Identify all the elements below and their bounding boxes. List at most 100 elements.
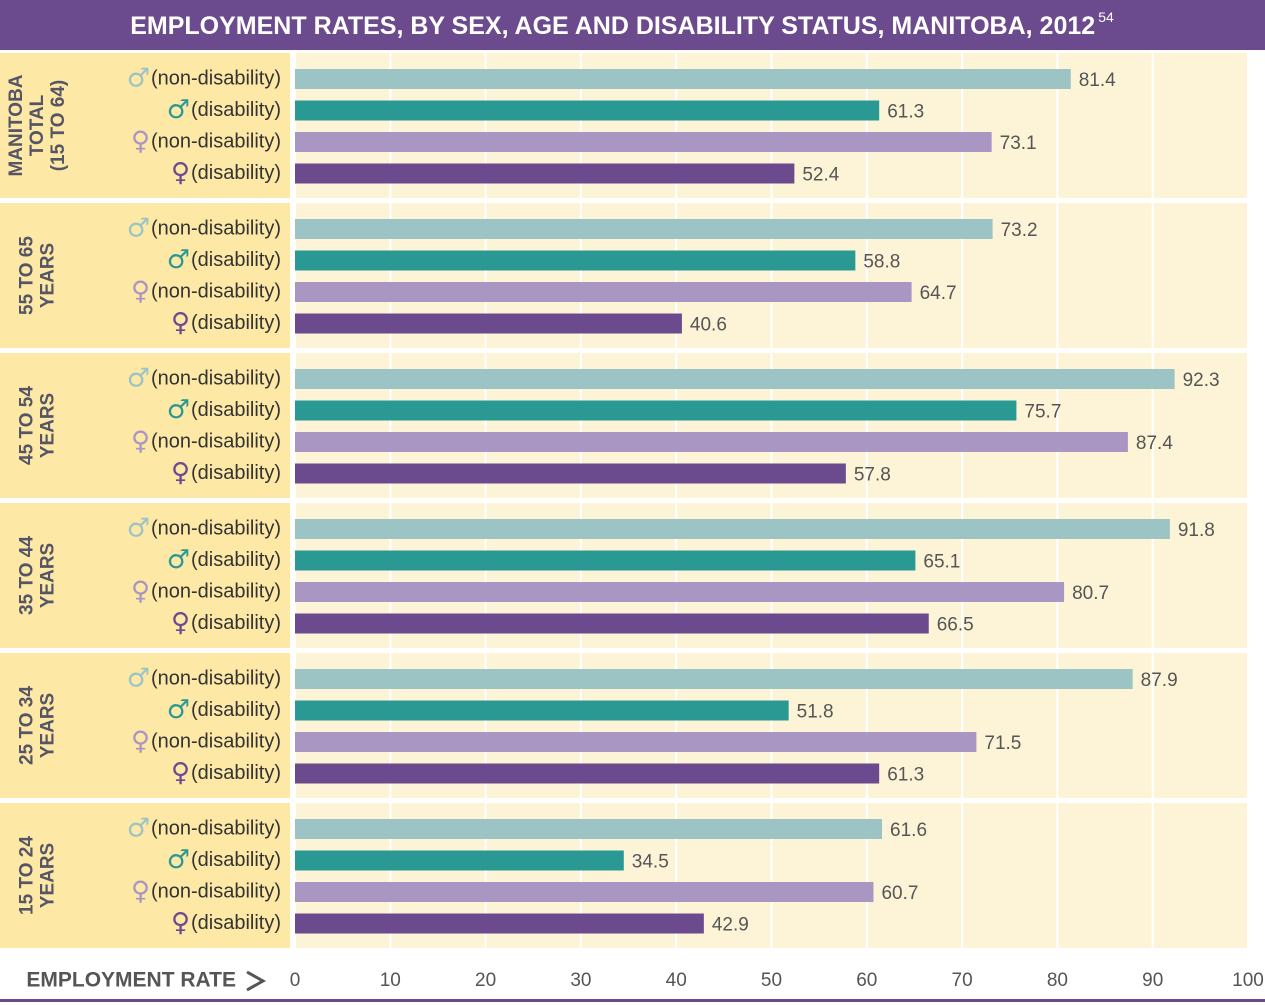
axis-arrow (246, 970, 267, 992)
bar (295, 132, 992, 152)
bar (295, 100, 880, 121)
legend-label: (disability) (191, 249, 281, 271)
legend-label: (disability) (191, 912, 281, 934)
legend-label: (disability) (191, 849, 281, 871)
legend-label: (disability) (191, 699, 281, 721)
value-label: 61.3 (887, 765, 924, 786)
group-label: MANITOBA (6, 74, 27, 176)
series-symbol: ♀ (131, 577, 150, 607)
value-label: 60.7 (881, 883, 918, 904)
legend-label: (non-disability) (151, 217, 281, 239)
series-symbol: ♂ (127, 814, 150, 844)
value-label: 81.4 (1079, 70, 1116, 91)
value-label: 65.1 (923, 552, 960, 573)
series-symbol: ♀ (131, 877, 150, 907)
legend-label: (non-disability) (151, 430, 281, 452)
series-symbol: ♂ (127, 514, 150, 544)
bar (295, 400, 1017, 421)
x-tick-label: 100 (1232, 970, 1264, 991)
legend-label: (disability) (191, 549, 281, 571)
legend-label: (disability) (191, 399, 281, 421)
legend-label: (disability) (191, 162, 281, 184)
value-label: 92.3 (1183, 370, 1220, 391)
x-tick-label: 70 (952, 970, 973, 991)
legend-label: (non-disability) (151, 517, 281, 539)
series-symbol: ♀ (171, 158, 190, 188)
legend-label: (disability) (191, 99, 281, 121)
series-symbol: ♂ (167, 245, 190, 275)
bar (295, 550, 916, 571)
bar (295, 463, 846, 484)
value-label: 40.6 (690, 315, 727, 336)
x-tick-label: 20 (475, 970, 496, 991)
bar (295, 763, 880, 784)
title-bar (0, 0, 1265, 50)
series-symbol: ♀ (171, 758, 190, 788)
series-symbol: ♀ (171, 608, 190, 638)
bar (295, 582, 1065, 602)
group-label-bg (0, 653, 290, 798)
group-label: 15 TO 24 (17, 836, 38, 915)
series-symbol: ♀ (131, 727, 150, 757)
legend-label: (non-disability) (151, 130, 281, 152)
value-label: 75.7 (1024, 402, 1061, 423)
legend-label: (disability) (191, 762, 281, 784)
group-label: YEARS (38, 693, 59, 758)
group-label-bg (0, 203, 290, 348)
legend-label: (non-disability) (151, 367, 281, 389)
group-label: TOTAL (27, 94, 48, 156)
bar (295, 669, 1133, 689)
legend-label: (non-disability) (151, 580, 281, 602)
group-label: YEARS (38, 393, 59, 458)
group-label: YEARS (38, 243, 59, 308)
value-label: 71.5 (984, 733, 1021, 754)
bar (295, 882, 874, 902)
bottom-rule (0, 999, 1265, 1002)
x-tick-label: 90 (1142, 970, 1163, 991)
bar (295, 519, 1170, 539)
x-tick-label: 30 (570, 970, 591, 991)
legend-label: (non-disability) (151, 730, 281, 752)
legend-label: (non-disability) (151, 880, 281, 902)
group-label: (15 TO 64) (48, 80, 69, 172)
value-label: 87.4 (1136, 433, 1173, 454)
group-label: 35 TO 44 (17, 536, 38, 615)
series-symbol: ♂ (167, 395, 190, 425)
x-axis-label: EMPLOYMENT RATE (26, 969, 236, 992)
legend-label: (disability) (191, 612, 281, 634)
bar (295, 613, 929, 634)
x-tick-label: 50 (761, 970, 782, 991)
value-label: 61.6 (890, 820, 927, 841)
x-tick-label: 40 (666, 970, 687, 991)
value-label: 58.8 (863, 252, 900, 273)
group-label: 45 TO 54 (17, 386, 38, 465)
bar (295, 700, 789, 721)
legend-label: (non-disability) (151, 67, 281, 89)
series-symbol: ♀ (171, 308, 190, 338)
x-tick-label: 60 (856, 970, 877, 991)
series-symbol: ♂ (167, 695, 190, 725)
legend-label: (non-disability) (151, 667, 281, 689)
legend-label: (non-disability) (151, 817, 281, 839)
group-label-bg (0, 53, 290, 198)
group-label-bg (0, 353, 290, 498)
series-symbol: ♂ (127, 664, 150, 694)
bar (295, 850, 624, 871)
series-symbol: ♂ (167, 95, 190, 125)
series-symbol: ♀ (171, 458, 190, 488)
x-tick-label: 0 (290, 970, 301, 991)
legend-label: (non-disability) (151, 280, 281, 302)
value-label: 66.5 (937, 615, 974, 636)
chart-title: EMPLOYMENT RATES, BY SEX, AGE AND DISABI… (130, 9, 1114, 40)
value-label: 80.7 (1072, 583, 1109, 604)
bar (295, 313, 682, 334)
bar (295, 732, 977, 752)
series-symbol: ♂ (167, 845, 190, 875)
bar (295, 432, 1128, 452)
x-tick-label: 10 (380, 970, 401, 991)
x-tick-label: 80 (1047, 970, 1068, 991)
series-symbol: ♂ (127, 214, 150, 244)
bar (295, 250, 856, 271)
